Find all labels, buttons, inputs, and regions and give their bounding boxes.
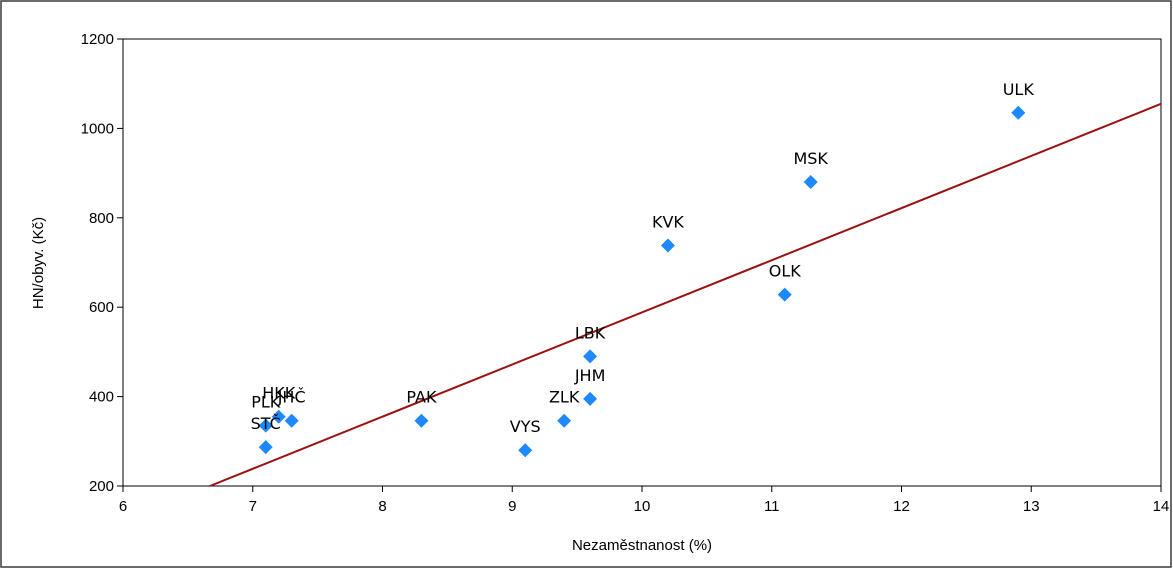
x-tick-label: 10 (634, 498, 651, 515)
data-point-marker (518, 443, 533, 458)
data-point-marker (777, 287, 792, 302)
y-tick-label: 800 (89, 210, 114, 227)
data-point-label: ULK (1003, 80, 1035, 99)
data-point-marker (258, 440, 273, 455)
y-tick-label: 400 (89, 389, 114, 406)
data-point-label: JHČ (277, 388, 306, 407)
regression-line-group (209, 102, 1162, 487)
x-axis: 6 7 8 9 10 11 12 13 14 (119, 486, 1170, 515)
data-point-label: LBK (575, 323, 606, 342)
data-point-marker (583, 349, 598, 364)
x-tick-label: 8 (378, 498, 386, 515)
x-tick-label: 14 (1153, 498, 1170, 515)
y-tick-label: 600 (89, 299, 114, 316)
data-point-marker (557, 413, 572, 428)
x-tick-label: 6 (119, 498, 127, 515)
x-axis-title: Nezaměstnanost (%) (572, 537, 712, 554)
y-tick-label: 1000 (81, 120, 114, 137)
data-point-marker (1011, 105, 1026, 120)
data-point-label: OLK (769, 262, 802, 281)
y-axis-title: HN/obyv. (Kč) (30, 217, 47, 309)
data-point-label: MSK (793, 149, 828, 168)
data-point-marker (803, 175, 818, 190)
data-point-marker (660, 238, 675, 253)
data-point-marker (271, 409, 286, 424)
data-point-label: VYS (510, 417, 541, 436)
regression-line (209, 102, 1162, 487)
data-point-label: PAK (406, 388, 437, 407)
y-tick-label: 200 (89, 478, 114, 495)
x-tick-label: 9 (508, 498, 516, 515)
data-point-marker (284, 413, 299, 428)
y-axis: 200 400 600 800 1000 1200 (81, 31, 123, 495)
data-point-marker (583, 391, 598, 406)
data-point-label: PLK (251, 393, 281, 412)
x-tick-label: 7 (249, 498, 257, 515)
x-tick-label: 12 (893, 498, 910, 515)
data-point-marker (414, 413, 429, 428)
x-tick-label: 13 (1023, 498, 1040, 515)
data-point-label: ZLK (549, 388, 580, 407)
y-tick-label: 1200 (81, 31, 114, 48)
data-point-label: HKK (262, 384, 296, 403)
data-point-label: KVK (652, 213, 684, 232)
data-point-marker (258, 418, 273, 433)
data-point-label: STČ (251, 414, 281, 433)
data-point-label: JHM (574, 366, 606, 385)
x-tick-label: 11 (764, 498, 780, 515)
